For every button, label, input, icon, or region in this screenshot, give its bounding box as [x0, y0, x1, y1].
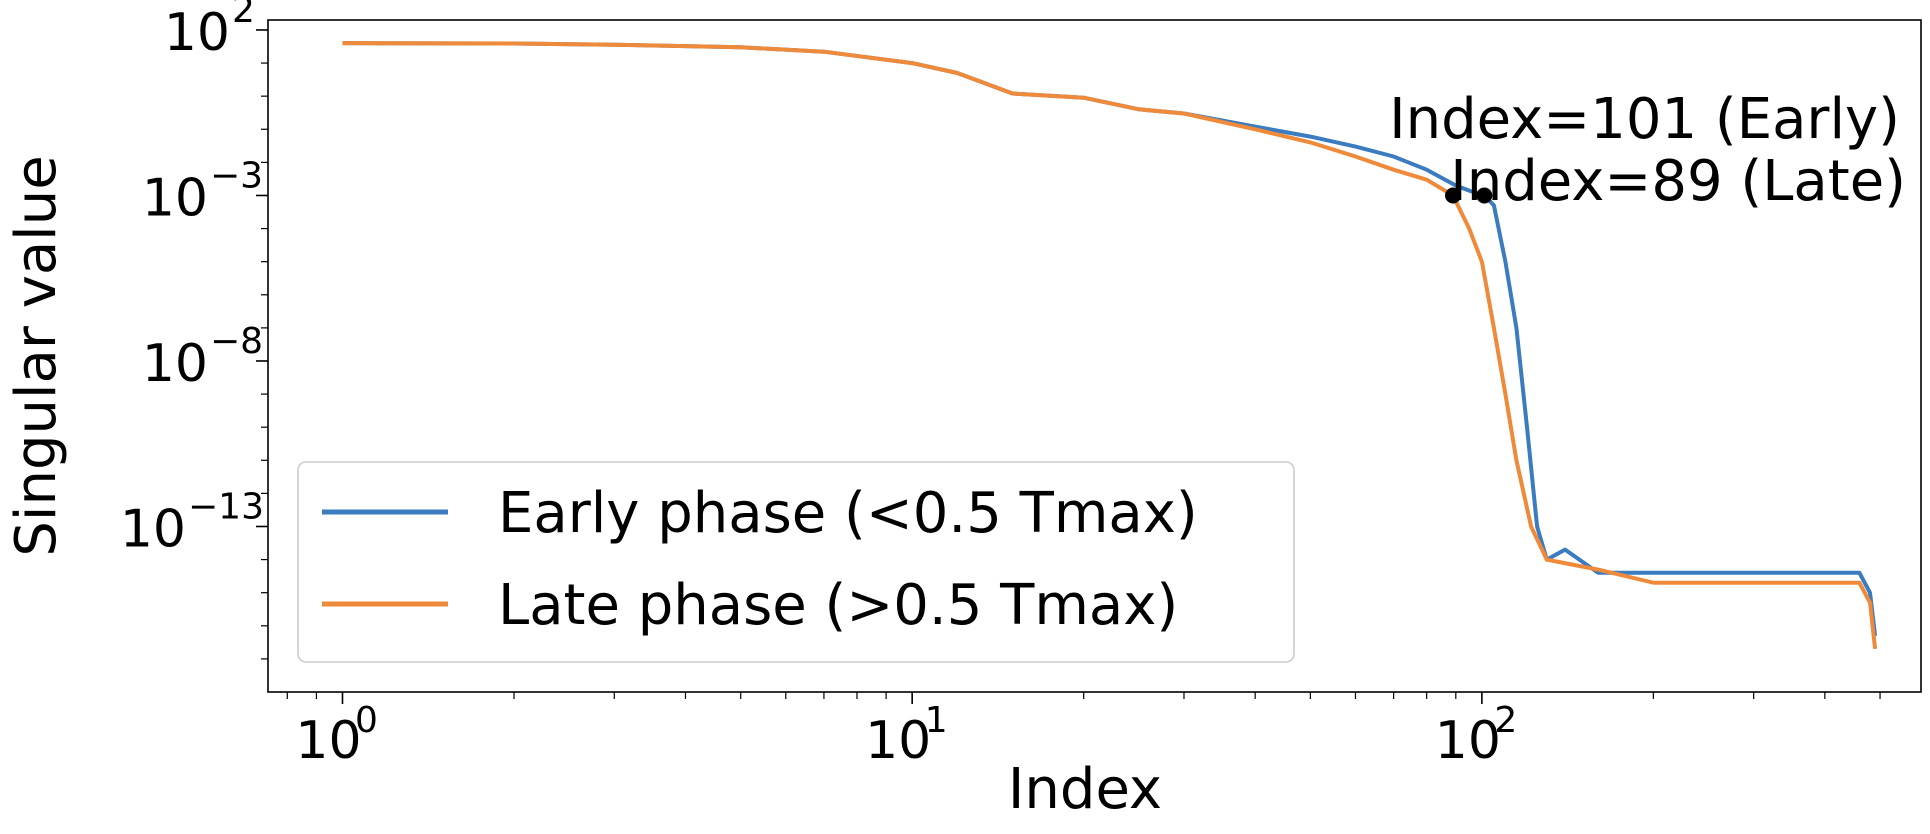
y-tick-exponent: −13	[188, 486, 264, 527]
x-tick-exponent: 0	[355, 700, 378, 741]
y-tick-exponent: 2	[232, 0, 255, 31]
annotations: Index=101 (Early)Index=89 (Late)	[1389, 87, 1906, 214]
legend-label: Early phase (<0.5 Tmax)	[498, 481, 1198, 546]
x-tick-exponent: 2	[1494, 700, 1517, 741]
y-tick-label: 10	[164, 3, 230, 63]
annotation-label: Index=89 (Late)	[1450, 149, 1906, 214]
y-tick-label: 10	[142, 168, 208, 228]
x-tick-exponent: 1	[925, 700, 948, 741]
y-tick-exponent: −8	[210, 321, 263, 362]
annotation-marker	[1476, 187, 1493, 204]
x-axis-label: Index	[1008, 757, 1162, 822]
y-tick-label: 10	[142, 334, 208, 394]
series-line-late	[342, 41, 1878, 650]
legend: Early phase (<0.5 Tmax) Late phase (>0.5 …	[297, 461, 1295, 663]
annotation-label: Index=101 (Early)	[1389, 87, 1900, 152]
plot-frame	[267, 19, 1922, 693]
legend-label: Late phase (>0.5 Tmax)	[498, 573, 1178, 638]
y-tick-exponent: −3	[210, 155, 263, 196]
y-axis-label: Singular value	[4, 155, 69, 556]
annotation-marker	[1445, 187, 1462, 204]
y-tick-label: 10	[120, 499, 186, 559]
x-tick-label: 10	[1435, 711, 1501, 771]
legend-box	[297, 461, 1295, 663]
plot-area	[342, 41, 1878, 650]
x-tick-label: 10	[865, 711, 931, 771]
x-tick-label: 10	[295, 711, 361, 771]
